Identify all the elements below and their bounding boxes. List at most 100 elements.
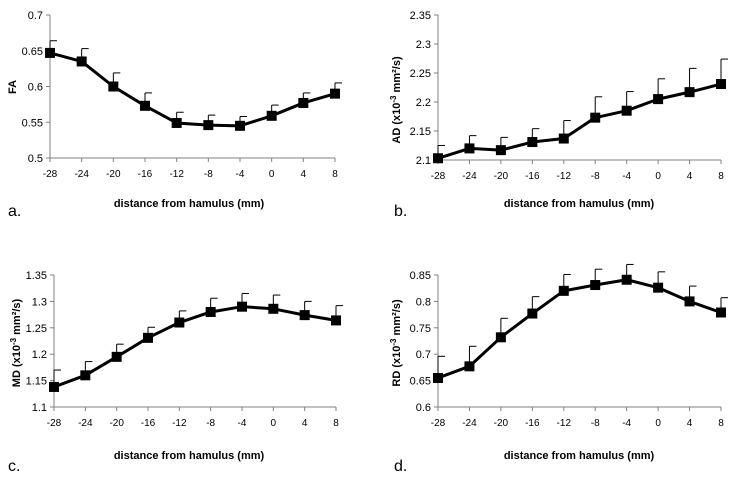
data-point-c bbox=[299, 310, 310, 321]
y-tick-label-d: 0.7 bbox=[416, 349, 431, 361]
x-tick-label-d: 4 bbox=[687, 418, 693, 429]
data-point-a bbox=[298, 97, 309, 108]
y-tick-label-c: 1.25 bbox=[26, 323, 47, 335]
data-point-d bbox=[558, 285, 569, 296]
chart-panel-d: d. distance from hamulus (mm) 0.6 0.65 0.7… bbox=[389, 263, 728, 475]
y-axis-label-d: RD (x10-3 mm²/s) bbox=[389, 299, 404, 387]
panel-label-b: b. bbox=[394, 203, 407, 220]
data-point-d bbox=[527, 308, 538, 319]
y-tick-label-c: 1.1 bbox=[32, 402, 47, 414]
y-tick-label-b: 2.2 bbox=[416, 97, 431, 109]
data-point-d bbox=[433, 372, 443, 383]
y-tick-label-b: 2.25 bbox=[410, 68, 431, 80]
x-tick-label-a: -16 bbox=[138, 169, 153, 180]
data-point-d bbox=[495, 332, 506, 343]
data-point-a bbox=[108, 81, 119, 92]
chart-panel-a: a. distance from hamulus (mm) 0.5 0.55 0.6… bbox=[7, 10, 342, 220]
y-tick-label-d: 0.85 bbox=[410, 270, 431, 282]
y-tick-label-d: 0.6 bbox=[416, 402, 431, 414]
x-tick-label-a: 8 bbox=[332, 169, 338, 180]
data-point-b bbox=[464, 143, 475, 154]
y-axis-label-b: AD (x10-3 mm²/s) bbox=[389, 56, 404, 144]
x-tick-label-a: -12 bbox=[169, 169, 184, 180]
data-point-a bbox=[45, 47, 55, 58]
x-tick-label-a: -28 bbox=[43, 169, 58, 180]
data-point-c bbox=[205, 306, 216, 317]
x-tick-label-b: -12 bbox=[557, 171, 572, 182]
y-tick-label-b: 2.1 bbox=[416, 155, 431, 167]
chart-panel-c: c. distance from hamulus (mm) 1.1 1.15 1.2… bbox=[8, 270, 343, 475]
data-point-c bbox=[237, 301, 247, 312]
x-tick-label-a: 4 bbox=[301, 169, 307, 180]
data-point-d bbox=[621, 274, 632, 285]
data-point-a bbox=[140, 100, 150, 111]
x-tick-label-a: 0 bbox=[269, 169, 275, 180]
x-tick-label-d: -12 bbox=[557, 418, 572, 429]
y-tick-label-a: 0.7 bbox=[28, 10, 43, 22]
x-tick-label-d: -4 bbox=[622, 418, 631, 429]
y-tick-label-c: 1.15 bbox=[26, 376, 47, 388]
y-tick-label-c: 1.2 bbox=[32, 349, 47, 361]
data-point-d bbox=[716, 307, 726, 318]
x-tick-label-c: -8 bbox=[206, 418, 215, 429]
data-point-b bbox=[621, 105, 632, 116]
series-line-a bbox=[49, 51, 336, 128]
x-tick-label-c: 0 bbox=[271, 418, 277, 429]
data-point-d bbox=[653, 282, 664, 293]
x-tick-label-b: -8 bbox=[591, 171, 600, 182]
x-tick-label-c: -24 bbox=[78, 418, 93, 429]
data-point-b bbox=[716, 79, 726, 90]
x-tick-label-b: -16 bbox=[525, 171, 540, 182]
x-tick-label-a: -20 bbox=[106, 169, 121, 180]
x-axis-label-c: distance from hamulus (mm) bbox=[114, 450, 265, 462]
data-point-c bbox=[111, 351, 122, 362]
data-point-d bbox=[464, 361, 475, 372]
y-tick-label-a: 0.6 bbox=[28, 82, 43, 94]
x-tick-label-b: -4 bbox=[622, 171, 631, 182]
y-tick-label-b: 2.15 bbox=[410, 126, 431, 138]
data-point-a bbox=[330, 88, 340, 99]
x-tick-label-d: 0 bbox=[655, 418, 661, 429]
x-tick-label-d: -24 bbox=[462, 418, 477, 429]
data-point-c bbox=[331, 315, 341, 326]
x-tick-label-d: -20 bbox=[494, 418, 509, 429]
x-axis-label-d: distance from hamulus (mm) bbox=[504, 450, 655, 462]
x-tick-label-a: -24 bbox=[74, 169, 89, 180]
x-axis-label-b: distance from hamulus (mm) bbox=[504, 198, 655, 210]
data-point-b bbox=[558, 133, 569, 144]
data-point-d bbox=[684, 296, 695, 307]
data-point-a bbox=[235, 120, 245, 131]
data-point-b bbox=[590, 112, 601, 123]
x-axis-label-a: distance from hamulus (mm) bbox=[114, 198, 265, 210]
y-tick-label-d: 0.65 bbox=[410, 376, 431, 388]
y-tick-label-a: 0.65 bbox=[22, 46, 43, 58]
y-axis-label-a: FA bbox=[7, 80, 19, 94]
x-tick-label-c: -4 bbox=[238, 418, 247, 429]
y-tick-label-a: 0.5 bbox=[28, 153, 43, 165]
data-point-b bbox=[527, 137, 538, 148]
series-line-d bbox=[437, 278, 722, 380]
x-tick-label-b: 0 bbox=[655, 171, 661, 182]
data-point-c bbox=[143, 332, 153, 343]
x-tick-label-d: -16 bbox=[525, 418, 540, 429]
panel-label-a: a. bbox=[8, 203, 21, 220]
y-tick-label-d: 0.75 bbox=[410, 323, 431, 335]
data-point-b bbox=[684, 87, 695, 98]
data-point-c bbox=[268, 303, 279, 314]
y-tick-label-c: 1.35 bbox=[26, 270, 47, 282]
series-line-c bbox=[53, 305, 337, 389]
data-point-a bbox=[76, 56, 87, 67]
data-point-c bbox=[80, 370, 91, 381]
y-tick-label-b: 2.3 bbox=[416, 39, 431, 51]
x-tick-label-c: 8 bbox=[333, 418, 339, 429]
series-line-b bbox=[437, 82, 722, 160]
x-tick-label-b: 4 bbox=[687, 171, 693, 182]
data-point-c bbox=[174, 317, 185, 328]
x-tick-label-b: 8 bbox=[718, 171, 724, 182]
x-tick-label-d: 8 bbox=[718, 418, 724, 429]
x-tick-label-a: -4 bbox=[236, 169, 245, 180]
x-tick-label-c: -12 bbox=[172, 418, 187, 429]
x-tick-label-c: -28 bbox=[47, 418, 62, 429]
x-tick-label-b: -28 bbox=[431, 171, 446, 182]
